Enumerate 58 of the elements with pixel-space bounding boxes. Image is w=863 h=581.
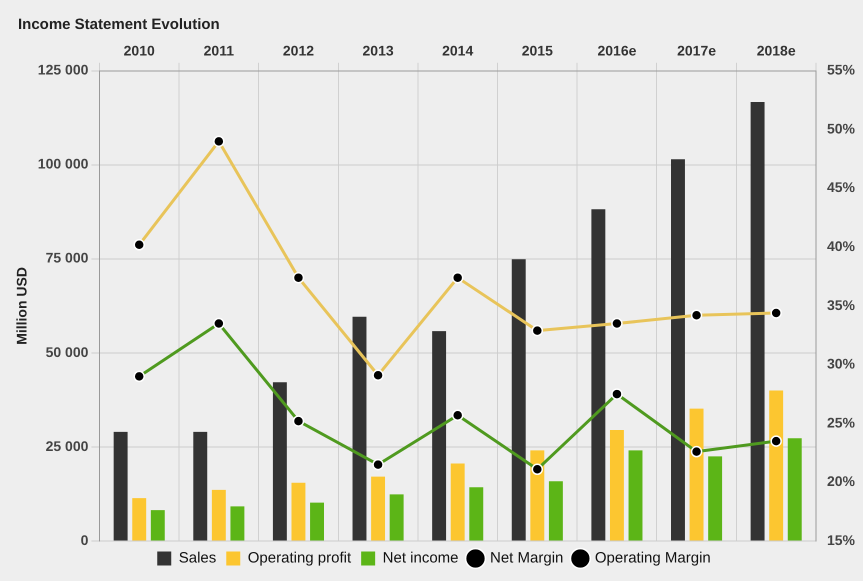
y2-tick-label: 55% (826, 62, 856, 78)
y2-tick-label: 25% (826, 414, 856, 430)
chart-title: Income Statement Evolution (18, 16, 220, 33)
legend-label: Sales (178, 550, 216, 567)
x-tick-label: 2010 (124, 42, 155, 58)
y-tick-label: 25 000 (46, 438, 89, 454)
x-tick-label: 2014 (442, 42, 474, 58)
bar (193, 432, 208, 540)
bar (690, 408, 704, 540)
bar (132, 498, 146, 540)
y-tick-label: 100 000 (38, 156, 89, 172)
bar (230, 506, 244, 540)
y2-tick-label: 20% (826, 473, 856, 490)
bar (371, 476, 386, 540)
bar (769, 390, 784, 540)
bar (432, 331, 446, 540)
x-tick-label: 2018e (756, 42, 796, 58)
y2-tick-label: 45% (826, 179, 856, 196)
bar (671, 159, 685, 540)
y2-tick-label: 15% (826, 532, 856, 548)
bar (310, 502, 324, 540)
x-tick-label: 2016e (597, 42, 637, 58)
legend-label: Operating profit (248, 550, 352, 567)
x-tick-label: 2015 (522, 42, 554, 58)
bar (628, 450, 642, 540)
bar (750, 102, 765, 540)
legend-label: Net Margin (490, 550, 564, 567)
y-tick-label: 125 000 (38, 62, 89, 78)
legend-label: Net income (382, 550, 459, 567)
bar (150, 510, 165, 540)
y-tick-label: 75 000 (46, 250, 89, 266)
bar (708, 456, 722, 540)
bar (530, 450, 544, 540)
bar (591, 209, 606, 540)
y2-tick-label: 35% (826, 296, 856, 313)
y-axis-title: Million USD (13, 267, 30, 345)
x-tick-label: 2013 (362, 42, 394, 58)
bar (788, 438, 802, 540)
bar (469, 487, 484, 540)
y2-tick-label: 50% (826, 120, 856, 136)
bar (610, 430, 624, 540)
y-tick-label: 0 (80, 532, 89, 548)
y-tick-label: 50 000 (46, 344, 89, 360)
y2-tick-label: 30% (826, 356, 856, 372)
bar (390, 494, 404, 540)
legend-label: Operating Margin (594, 550, 711, 567)
x-tick-label: 2011 (204, 42, 234, 58)
bar (512, 259, 526, 540)
x-tick-label: 2017e (677, 42, 716, 58)
bar (212, 490, 226, 540)
bar (450, 464, 465, 540)
y2-tick-label: 40% (826, 238, 856, 254)
bar (548, 481, 563, 540)
bar (272, 382, 287, 540)
bar (114, 432, 128, 540)
x-tick-label: 2012 (282, 42, 314, 58)
bar (352, 316, 366, 540)
bar (291, 482, 306, 540)
